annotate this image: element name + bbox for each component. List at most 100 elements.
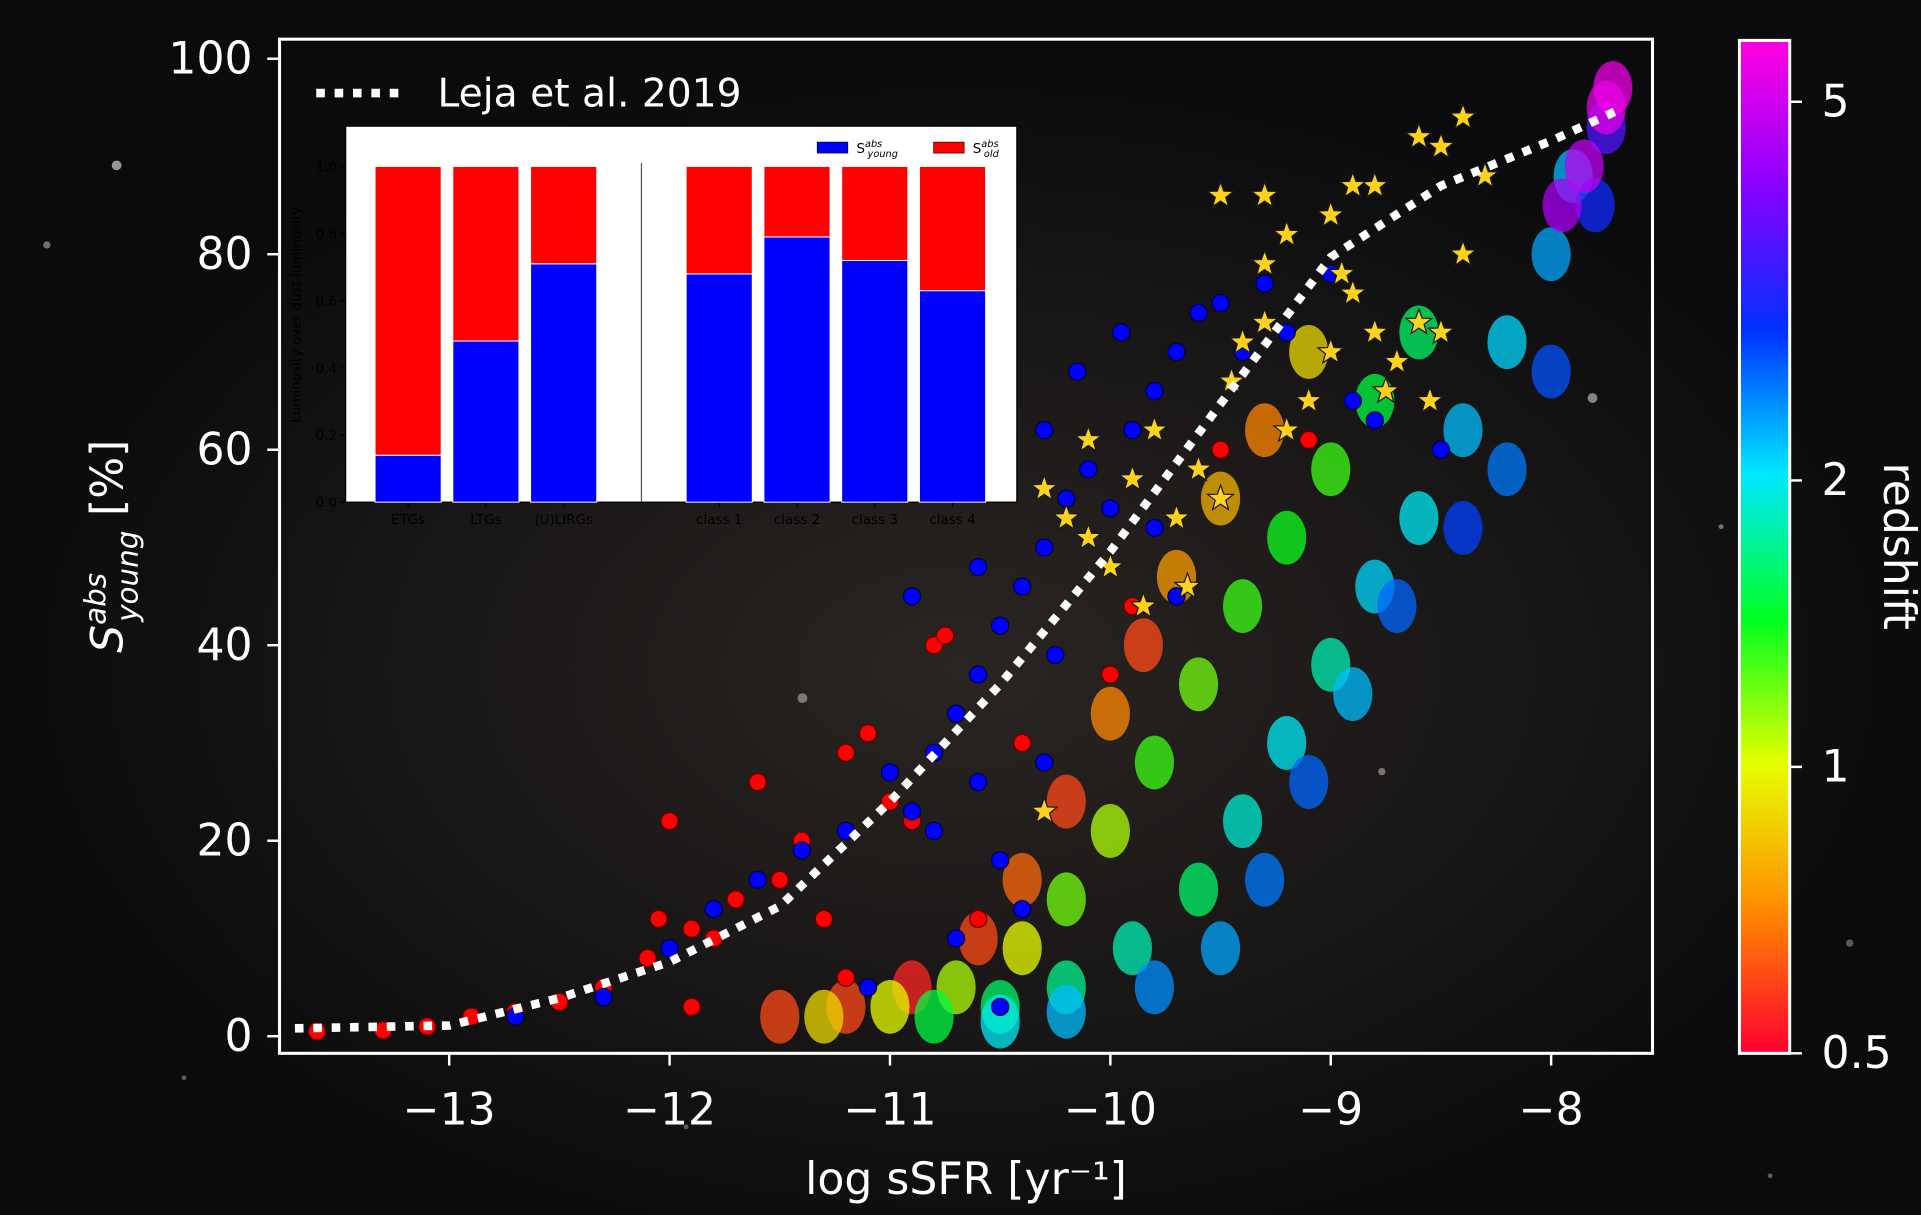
circle-point <box>792 841 812 860</box>
circle-point <box>968 772 988 792</box>
circle-point <box>1343 391 1362 411</box>
y-tick-label: 0 <box>225 1011 253 1062</box>
cloud-point <box>1542 178 1582 233</box>
cloud-point <box>1311 442 1351 497</box>
circle-point <box>858 724 878 743</box>
circle-point <box>1013 733 1032 753</box>
inset-y-tick-label: 0.2 <box>316 428 337 444</box>
cloud-point <box>804 989 844 1044</box>
cloud-point <box>1443 403 1483 458</box>
cloud-point <box>1090 804 1130 858</box>
legend-symbol: S <box>973 141 982 157</box>
y-label-superscript: abs <box>79 573 113 625</box>
circle-point <box>935 626 955 645</box>
star-point <box>1404 121 1434 150</box>
circle-point <box>836 968 856 987</box>
circle-point <box>1299 430 1318 450</box>
cloud-point <box>1046 872 1086 927</box>
cloud-point <box>1134 960 1175 1015</box>
star-point <box>1073 522 1103 551</box>
cloud-point <box>914 989 954 1044</box>
legend-subscript: old <box>984 149 1000 160</box>
x-axis-label: log sSFR [yr⁻¹] <box>805 1154 1127 1205</box>
colorbar-label: redshift <box>1873 463 1921 630</box>
star-point <box>1206 180 1236 208</box>
inset-background <box>345 125 1018 503</box>
inset-x-tick-label: class 3 <box>852 512 898 528</box>
circle-point <box>968 665 988 684</box>
cloud-point <box>1245 852 1285 907</box>
star-point <box>1415 385 1445 414</box>
star-point <box>1117 463 1147 492</box>
cloud-point <box>1289 325 1329 379</box>
circle-point <box>660 811 679 831</box>
star-point <box>1448 239 1478 267</box>
x-tick-label: −13 <box>403 1084 496 1135</box>
cloud-point <box>1245 403 1285 458</box>
star-point <box>1184 454 1214 482</box>
colorbar-fill <box>1737 38 1792 1055</box>
inset-legend-label: Sabs young <box>856 139 898 160</box>
x-tick-label: −11 <box>843 1084 936 1135</box>
circle-point <box>1365 411 1385 430</box>
inset-y-tick-label: 0.8 <box>316 226 337 242</box>
circle-point <box>1211 440 1230 459</box>
circle-point <box>902 587 922 606</box>
circle-point <box>924 821 944 841</box>
inset-legend-label: Sabs old <box>973 139 1000 160</box>
cloud-point <box>1046 774 1086 829</box>
circle-point <box>748 772 767 792</box>
cloud-point <box>1399 491 1439 546</box>
x-tick-label: −9 <box>1298 1084 1363 1135</box>
star-point <box>1360 317 1390 345</box>
circle-point <box>880 763 900 782</box>
circle-point <box>946 929 966 948</box>
inset-bar <box>918 290 987 503</box>
background-stars <box>43 160 1854 1179</box>
inset-bar <box>918 165 987 292</box>
inset-bar <box>530 165 598 265</box>
circle-point <box>990 616 1010 635</box>
y-tick-label: 100 <box>168 33 252 84</box>
circle-point <box>814 909 834 929</box>
cloud-point <box>1531 227 1571 282</box>
y-tick-label: 40 <box>196 620 252 671</box>
circle-point <box>660 939 679 958</box>
circle-point <box>946 704 966 723</box>
circle-point <box>1046 645 1065 665</box>
star-point <box>1382 346 1412 375</box>
circle-point <box>770 870 789 890</box>
circle-point <box>649 909 668 929</box>
x-tick-label: −10 <box>1064 1084 1157 1135</box>
circle-point <box>968 909 988 929</box>
cloud-point <box>1112 921 1152 976</box>
cloud-point <box>1531 344 1571 399</box>
circle-point <box>1431 440 1451 459</box>
inset-bar <box>685 273 753 503</box>
circle-point <box>990 851 1010 870</box>
inset-y-tick-label: 0.4 <box>316 361 337 377</box>
x-tick-label: −12 <box>623 1084 716 1135</box>
inset-x-tick-label: class 1 <box>696 512 742 528</box>
star-point <box>1139 414 1169 443</box>
circle-point <box>1035 420 1054 440</box>
inset-bar <box>374 165 442 456</box>
inset-bar <box>374 454 442 503</box>
cloud-point <box>1267 510 1307 565</box>
cloud-point <box>1090 686 1130 741</box>
y-tick-label: 60 <box>196 424 252 475</box>
circle-point <box>594 987 613 1007</box>
circle-point <box>836 743 856 762</box>
y-tick-label: 80 <box>196 229 252 280</box>
cloud-point <box>1046 984 1086 1039</box>
star-point <box>1448 102 1478 130</box>
circle-point <box>1068 362 1087 381</box>
cloud-point <box>1178 657 1219 712</box>
cloud-point <box>1222 579 1263 634</box>
cloud-point <box>980 994 1020 1049</box>
star-point <box>1294 385 1324 414</box>
cloud-point <box>1002 852 1042 907</box>
y-label-unit: [%] <box>83 440 134 516</box>
cloud-point <box>1123 618 1164 673</box>
